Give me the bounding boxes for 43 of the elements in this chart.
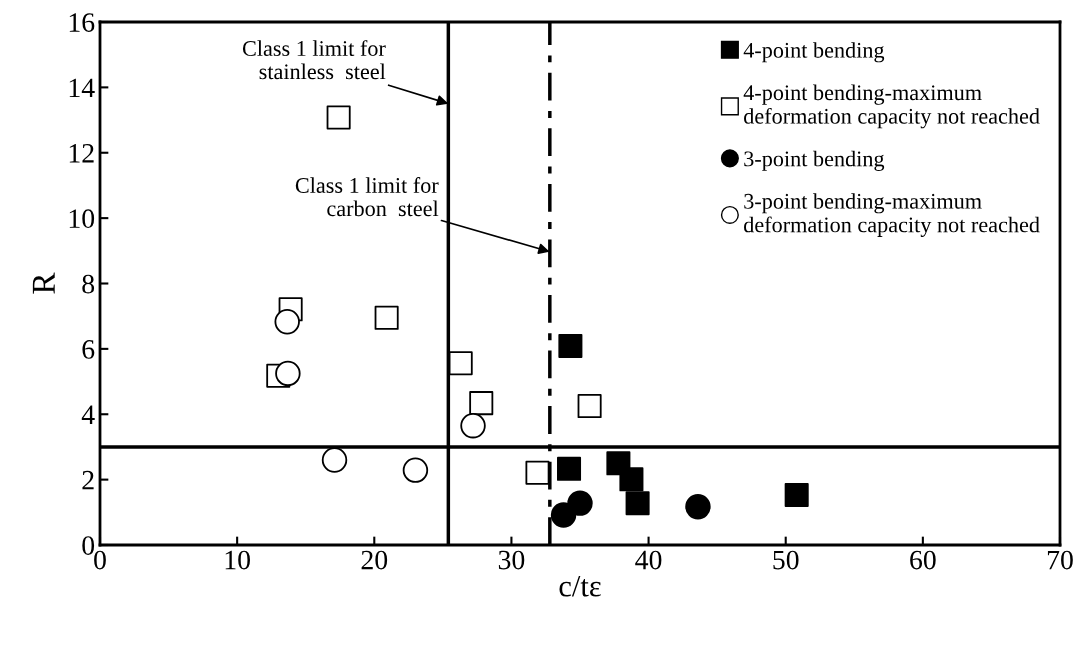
y-tick-label: 8 <box>82 274 95 294</box>
x-tick-label: 10 <box>225 550 250 570</box>
legend-label: 4-point bending-maximum deformation capacity not reached <box>743 84 1040 129</box>
legend-label: 3-point bending <box>744 150 885 171</box>
y-tick-label: 0 <box>82 536 95 555</box>
x-tick-label: 50 <box>773 550 799 570</box>
x-tick-label: 60 <box>910 550 936 570</box>
point <box>275 360 301 387</box>
point <box>557 456 582 481</box>
legend-label: 4-point bending <box>743 42 885 63</box>
x-tick-label: 30 <box>498 550 525 570</box>
point <box>525 460 550 485</box>
point <box>402 457 429 483</box>
x-tick-label: 40 <box>635 550 662 570</box>
x-tick-label: 20 <box>361 550 388 570</box>
y-tick-label: 14 <box>69 78 95 98</box>
point <box>619 467 644 492</box>
y-tick-label: 2 <box>82 470 94 490</box>
point <box>274 309 300 335</box>
point <box>469 391 494 416</box>
y-tick-label: 10 <box>69 209 95 229</box>
point <box>460 412 486 439</box>
point <box>374 305 399 330</box>
annotation: Class 1 limit for carbon steel <box>295 177 439 217</box>
point <box>550 502 577 528</box>
y-axis-title: R <box>32 272 55 294</box>
y-tick-label: 4 <box>81 405 95 424</box>
y-tick-label: 16 <box>69 13 95 32</box>
point <box>685 494 711 520</box>
point <box>326 105 351 130</box>
point <box>448 351 473 376</box>
annotation: Class 1 limit for stainless steel <box>242 40 386 80</box>
point <box>567 490 593 516</box>
legend-label: 3-point bending-maximum deformation capacity not reached <box>744 193 1040 237</box>
point <box>625 491 650 516</box>
y-tick-label: 6 <box>82 340 95 359</box>
x-axis-title: c/tε <box>559 576 601 597</box>
point <box>558 333 583 358</box>
point <box>321 447 348 473</box>
y-tick-label: 12 <box>69 143 94 163</box>
point <box>577 394 602 419</box>
x-tick-label: 70 <box>1047 550 1073 570</box>
point <box>784 482 809 508</box>
